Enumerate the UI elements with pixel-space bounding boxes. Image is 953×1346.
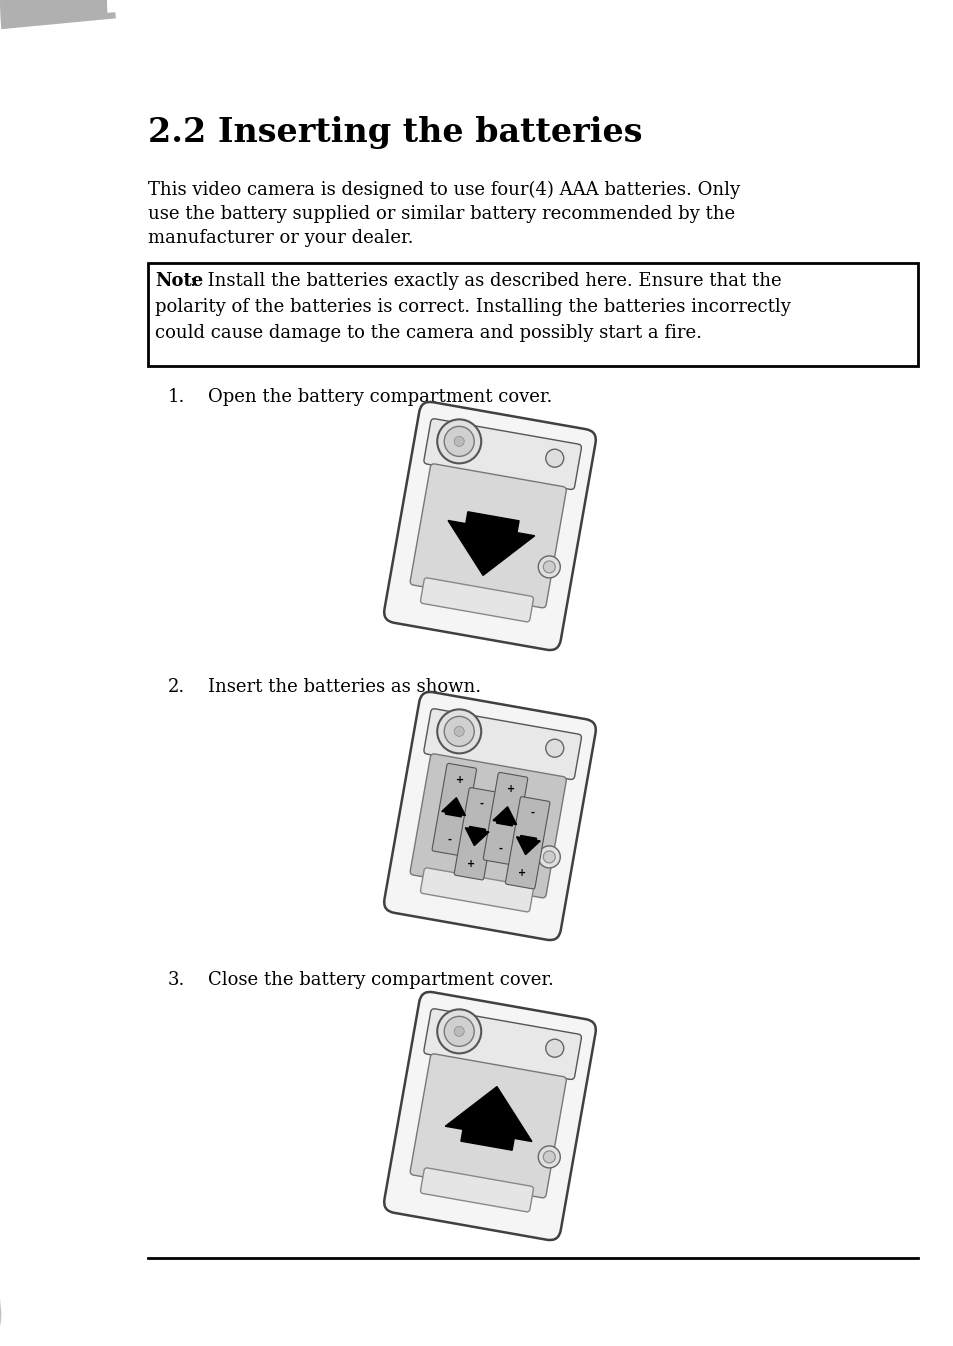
Text: -: - bbox=[479, 798, 483, 809]
Text: 2.2 Inserting the batteries: 2.2 Inserting the batteries bbox=[148, 116, 641, 149]
Text: Insert the batteries as shown.: Insert the batteries as shown. bbox=[208, 678, 480, 696]
Text: polarity of the batteries is correct. Installing the batteries incorrectly: polarity of the batteries is correct. In… bbox=[154, 297, 790, 316]
Circle shape bbox=[545, 739, 563, 758]
Polygon shape bbox=[448, 511, 535, 575]
FancyBboxPatch shape bbox=[410, 754, 566, 898]
Text: +: + bbox=[506, 783, 515, 794]
Circle shape bbox=[545, 1039, 563, 1057]
Polygon shape bbox=[0, 0, 329, 30]
Text: Close the battery compartment cover.: Close the battery compartment cover. bbox=[208, 970, 554, 989]
Text: could cause damage to the camera and possibly start a fire.: could cause damage to the camera and pos… bbox=[154, 324, 701, 342]
Text: 1.: 1. bbox=[168, 388, 185, 406]
Circle shape bbox=[454, 1027, 464, 1036]
Text: 3.: 3. bbox=[168, 970, 185, 989]
Circle shape bbox=[537, 1145, 559, 1168]
Polygon shape bbox=[441, 798, 465, 817]
FancyBboxPatch shape bbox=[384, 992, 596, 1240]
Circle shape bbox=[542, 1151, 555, 1163]
Circle shape bbox=[542, 851, 555, 863]
Circle shape bbox=[537, 556, 559, 577]
Text: +: + bbox=[467, 859, 475, 868]
Circle shape bbox=[444, 427, 474, 456]
Circle shape bbox=[545, 450, 563, 467]
FancyBboxPatch shape bbox=[410, 464, 566, 608]
Text: -: - bbox=[497, 844, 501, 853]
Circle shape bbox=[436, 709, 480, 754]
Polygon shape bbox=[107, 0, 316, 12]
FancyBboxPatch shape bbox=[483, 773, 527, 864]
Circle shape bbox=[537, 845, 559, 868]
Circle shape bbox=[436, 420, 480, 463]
Bar bbox=[148, 262, 917, 366]
FancyBboxPatch shape bbox=[384, 692, 596, 940]
Text: +: + bbox=[456, 774, 463, 785]
Text: -: - bbox=[531, 808, 535, 818]
FancyBboxPatch shape bbox=[454, 787, 498, 880]
FancyBboxPatch shape bbox=[505, 797, 549, 888]
Text: manufacturer or your dealer.: manufacturer or your dealer. bbox=[148, 229, 413, 248]
Text: -: - bbox=[447, 835, 451, 844]
Text: Note: Note bbox=[154, 272, 203, 289]
FancyBboxPatch shape bbox=[420, 577, 533, 622]
Polygon shape bbox=[0, 1324, 405, 1346]
Circle shape bbox=[444, 1016, 474, 1046]
FancyBboxPatch shape bbox=[384, 402, 596, 650]
Circle shape bbox=[454, 727, 464, 736]
FancyBboxPatch shape bbox=[432, 763, 476, 856]
FancyBboxPatch shape bbox=[420, 1168, 533, 1211]
Text: :  Install the batteries exactly as described here. Ensure that the: : Install the batteries exactly as descr… bbox=[190, 272, 781, 289]
Polygon shape bbox=[445, 1086, 532, 1151]
FancyBboxPatch shape bbox=[423, 419, 580, 490]
FancyBboxPatch shape bbox=[410, 1054, 566, 1198]
Circle shape bbox=[542, 561, 555, 573]
Text: This video camera is designed to use four(4) AAA batteries. Only: This video camera is designed to use fou… bbox=[148, 180, 740, 199]
Text: Open the battery compartment cover.: Open the battery compartment cover. bbox=[208, 388, 552, 406]
Polygon shape bbox=[0, 1299, 449, 1346]
Text: +: + bbox=[517, 868, 526, 878]
Circle shape bbox=[454, 436, 464, 447]
Polygon shape bbox=[465, 826, 489, 845]
Polygon shape bbox=[516, 836, 539, 855]
Circle shape bbox=[436, 1010, 480, 1054]
Text: use the battery supplied or similar battery recommended by the: use the battery supplied or similar batt… bbox=[148, 205, 735, 223]
Text: 2.: 2. bbox=[168, 678, 185, 696]
FancyBboxPatch shape bbox=[423, 709, 580, 779]
Circle shape bbox=[444, 716, 474, 747]
FancyBboxPatch shape bbox=[420, 868, 533, 911]
Polygon shape bbox=[493, 806, 517, 826]
FancyBboxPatch shape bbox=[423, 1008, 580, 1079]
